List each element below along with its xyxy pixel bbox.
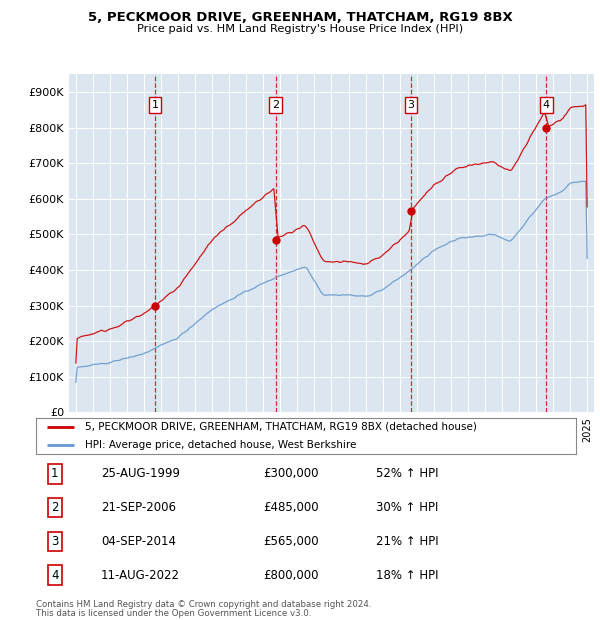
Text: HPI: Average price, detached house, West Berkshire: HPI: Average price, detached house, West… bbox=[85, 440, 356, 450]
Text: 3: 3 bbox=[407, 100, 415, 110]
Text: 4: 4 bbox=[51, 569, 59, 582]
Text: 52% ↑ HPI: 52% ↑ HPI bbox=[376, 467, 439, 481]
Text: 2: 2 bbox=[51, 501, 59, 514]
Text: 25-AUG-1999: 25-AUG-1999 bbox=[101, 467, 180, 481]
Text: 4: 4 bbox=[543, 100, 550, 110]
Text: £565,000: £565,000 bbox=[263, 535, 319, 548]
Text: 2: 2 bbox=[272, 100, 279, 110]
Text: Price paid vs. HM Land Registry's House Price Index (HPI): Price paid vs. HM Land Registry's House … bbox=[137, 24, 463, 33]
Text: 11-AUG-2022: 11-AUG-2022 bbox=[101, 569, 180, 582]
Text: 5, PECKMOOR DRIVE, GREENHAM, THATCHAM, RG19 8BX: 5, PECKMOOR DRIVE, GREENHAM, THATCHAM, R… bbox=[88, 11, 512, 24]
Text: 1: 1 bbox=[152, 100, 158, 110]
Text: £300,000: £300,000 bbox=[263, 467, 318, 481]
Text: This data is licensed under the Open Government Licence v3.0.: This data is licensed under the Open Gov… bbox=[36, 609, 311, 618]
Text: 04-SEP-2014: 04-SEP-2014 bbox=[101, 535, 176, 548]
Text: 30% ↑ HPI: 30% ↑ HPI bbox=[376, 501, 439, 514]
Text: 21% ↑ HPI: 21% ↑ HPI bbox=[376, 535, 439, 548]
Text: 1: 1 bbox=[51, 467, 59, 481]
Text: £800,000: £800,000 bbox=[263, 569, 318, 582]
Text: £485,000: £485,000 bbox=[263, 501, 319, 514]
Text: 21-SEP-2006: 21-SEP-2006 bbox=[101, 501, 176, 514]
Text: 5, PECKMOOR DRIVE, GREENHAM, THATCHAM, RG19 8BX (detached house): 5, PECKMOOR DRIVE, GREENHAM, THATCHAM, R… bbox=[85, 422, 476, 432]
Text: 3: 3 bbox=[51, 535, 59, 548]
Text: 18% ↑ HPI: 18% ↑ HPI bbox=[376, 569, 439, 582]
Text: Contains HM Land Registry data © Crown copyright and database right 2024.: Contains HM Land Registry data © Crown c… bbox=[36, 600, 371, 609]
